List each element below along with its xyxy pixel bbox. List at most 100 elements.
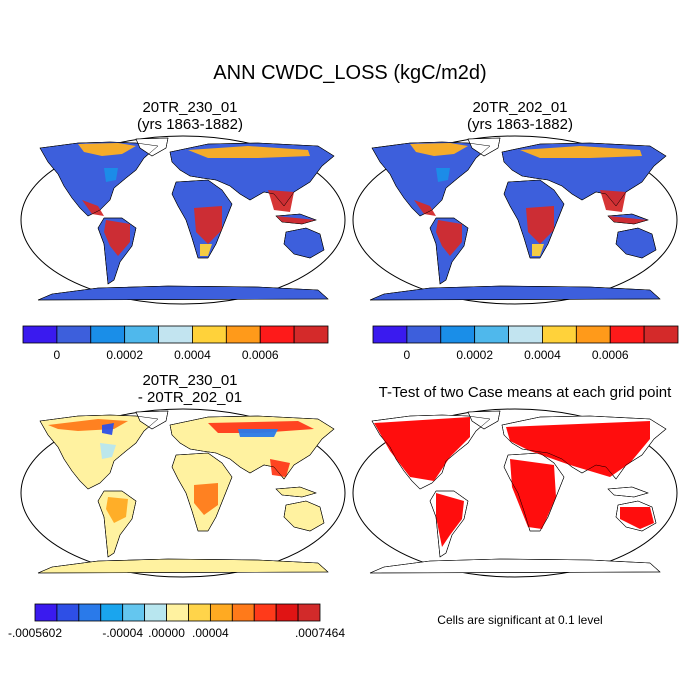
region-sig-australia — [620, 507, 654, 529]
region-east-us-mix — [100, 443, 116, 459]
panel-1-title: 20TR_230_01 (yrs 1863-1882) — [30, 99, 350, 133]
region-sig-africa — [510, 459, 556, 529]
coast-indonesia — [275, 213, 317, 225]
colorbar-swatch — [225, 325, 261, 344]
colorbar-swatch — [90, 325, 126, 344]
region-central-america — [414, 200, 436, 216]
colorbar-swatch — [508, 325, 543, 344]
region-sig-north-america — [374, 417, 470, 481]
colorbar-swatch — [474, 325, 509, 344]
region-southeast-asia — [268, 190, 294, 212]
panel-4-title-line1: T-Test of two Case means at each grid po… — [378, 384, 672, 401]
region-amazon — [104, 220, 130, 256]
region-east-us — [104, 168, 118, 182]
significance-note: Cells are significant at 0.1 level — [437, 613, 603, 627]
region-north-america-warm — [410, 143, 468, 156]
colorbar-swatch — [209, 603, 233, 622]
colorbar-swatch — [406, 325, 442, 344]
colorbar-tick-label: 0.0004 — [174, 348, 211, 362]
colorbar-swatch — [124, 325, 159, 344]
panel-2-title: 20TR_202_01 (yrs 1863-1882) — [360, 99, 680, 133]
panel-4-title: T-Test of two Case means at each grid po… — [350, 384, 700, 401]
map-panel-1 — [20, 135, 346, 305]
colorbar-swatch — [253, 603, 277, 622]
colorbar-swatch — [78, 603, 102, 622]
coast-australia — [615, 227, 657, 259]
coast-eurasia — [169, 415, 335, 480]
coast-africa — [171, 179, 233, 259]
coast-australia — [283, 500, 325, 532]
region-siberia-blue — [238, 429, 278, 437]
colorbar-tick-label: 0.0004 — [524, 348, 561, 362]
panel-2-title-line1: 20TR_202_01 — [472, 99, 568, 116]
colorbar-tick-label: 0.0002 — [456, 348, 493, 362]
region-east-us — [436, 168, 450, 182]
coast-antarctica — [369, 285, 661, 301]
coast-south-america — [97, 217, 137, 285]
map-panel-2 — [352, 135, 678, 305]
region-sig-eurasia — [506, 421, 650, 477]
map-panel-4 — [352, 408, 678, 578]
region-southeast-asia — [600, 190, 626, 212]
coast-indonesia — [607, 486, 649, 498]
region-sig-south-america — [436, 493, 464, 547]
colorbar-swatch — [372, 325, 408, 344]
colorbar-swatch — [22, 325, 58, 344]
panel-3-title-line2: - 20TR_202_01 — [137, 389, 243, 406]
coast-greenland — [467, 410, 501, 430]
colorbar-tick-label: -.00004 — [102, 626, 143, 640]
coast-south-america — [429, 217, 469, 285]
colorbar-swatch — [188, 603, 211, 622]
coast-africa — [503, 179, 565, 259]
coast-eurasia — [501, 142, 667, 207]
coast-antarctica — [37, 558, 329, 574]
region-north-america-warm — [78, 143, 136, 156]
colorbar-swatch — [643, 325, 679, 344]
region-central-africa — [526, 206, 554, 244]
region-amazon-mix — [106, 497, 128, 523]
coast-greenland — [135, 410, 169, 430]
coast-australia — [283, 227, 325, 259]
coast-north-america — [39, 141, 159, 217]
colorbar-panel-3: -.0005602 -.00004 .00000 .00004 .0007464 — [8, 603, 345, 640]
colorbar-tick-label: -.0005602 — [8, 626, 62, 640]
colorbar-swatch — [100, 603, 124, 622]
region-central-africa — [194, 206, 222, 244]
panel-2-title-line2: (yrs 1863-1882) — [467, 116, 573, 133]
region-eurasia-boreal — [188, 146, 310, 158]
figure-title: ANN CWDC_LOSS (kgC/m2d) — [213, 62, 487, 84]
colorbar-swatch — [542, 325, 577, 344]
colorbar-tick-label: 0.0006 — [242, 348, 279, 362]
colorbar-swatch — [575, 325, 611, 344]
region-central-america — [82, 200, 104, 216]
coast-eurasia — [501, 415, 667, 480]
coast-antarctica — [37, 285, 329, 301]
colorbar-swatch — [56, 603, 80, 622]
colorbar-tick-label: .00004 — [192, 626, 229, 640]
colorbar-swatch — [440, 325, 476, 344]
coast-antarctica — [369, 558, 661, 574]
coast-africa — [171, 452, 233, 532]
colorbar-tick-label: 0 — [404, 348, 411, 362]
panel-3-title-line1: 20TR_230_01 — [142, 372, 238, 389]
coast-south-america — [429, 490, 469, 558]
colorbar-swatch — [231, 603, 255, 622]
colorbar-swatch — [56, 325, 92, 344]
colorbar-swatch — [192, 325, 227, 344]
colorbar-swatch — [166, 603, 189, 622]
panel-1-title-line1: 20TR_230_01 — [142, 99, 238, 116]
colorbar-tick-label: 0.0006 — [592, 348, 629, 362]
coast-north-america — [39, 414, 159, 490]
coast-eurasia — [169, 142, 335, 207]
coast-indonesia — [607, 213, 649, 225]
colorbar-tick-label: .00000 — [148, 626, 185, 640]
colorbar-swatch — [293, 325, 329, 344]
colorbar-swatch — [122, 603, 146, 622]
coast-greenland — [135, 137, 169, 157]
colorbar-swatch — [275, 603, 299, 622]
map-panel-3 — [20, 408, 346, 578]
coast-greenland — [467, 137, 501, 157]
coast-indonesia — [275, 486, 317, 498]
colorbar-swatch — [297, 603, 321, 622]
coast-australia — [615, 500, 657, 532]
